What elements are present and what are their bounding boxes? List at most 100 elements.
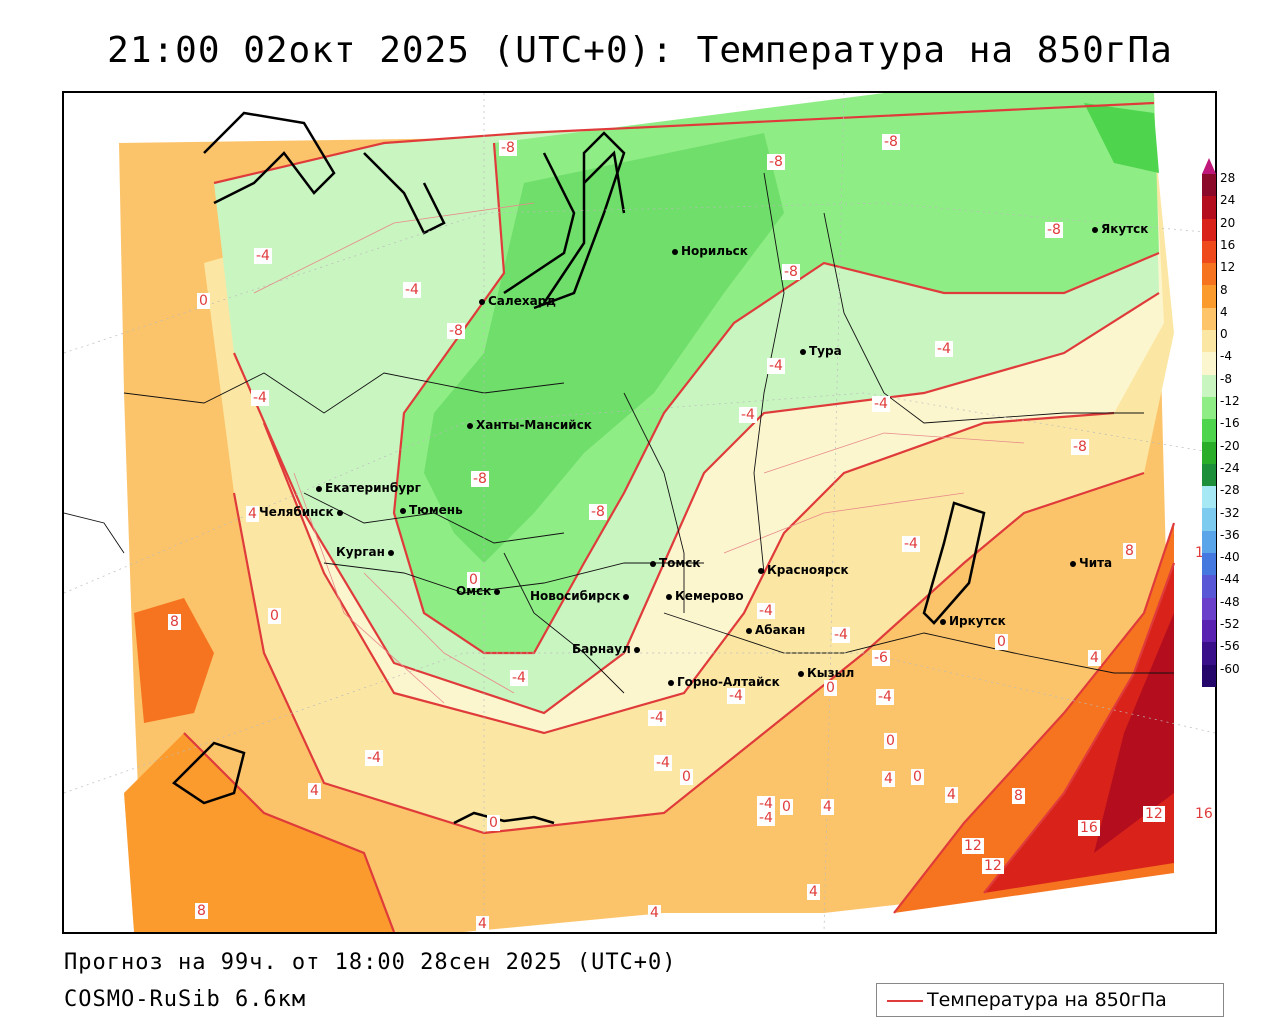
contour-label: 0 bbox=[680, 769, 693, 785]
contour-label: -8 bbox=[471, 471, 489, 487]
contour-label: -8 bbox=[499, 140, 517, 156]
colorbar-cell bbox=[1202, 285, 1216, 308]
contour-label: 0 bbox=[911, 769, 924, 785]
contour-label: 0 bbox=[995, 634, 1008, 650]
city-omsk: Омск bbox=[456, 584, 503, 598]
contour-label: 0 bbox=[884, 733, 897, 749]
city-barnaul: Барнаул bbox=[572, 642, 643, 656]
colorbar-top-arrow bbox=[1202, 158, 1216, 174]
colorbar-cell bbox=[1202, 174, 1216, 197]
colorbar-tick: 20 bbox=[1220, 215, 1236, 230]
contour-label: 8 bbox=[1012, 788, 1025, 804]
colorbar-cell bbox=[1202, 463, 1216, 487]
contour-label: 4 bbox=[648, 905, 661, 921]
colorbar-tick: 16 bbox=[1220, 237, 1236, 252]
colorbar-cell bbox=[1202, 597, 1216, 620]
contour-label: -6 bbox=[872, 650, 890, 666]
contour-label: -4 bbox=[832, 627, 850, 643]
contour-label: 4 bbox=[807, 884, 820, 900]
contour-label: -4 bbox=[935, 341, 953, 357]
contour-label: 8 bbox=[195, 903, 208, 919]
city-krasnoyarsk: Красноярск bbox=[758, 563, 849, 577]
colorbar-tick: 12 bbox=[1220, 260, 1236, 275]
colorbar-cell bbox=[1202, 307, 1216, 331]
colorbar-cell bbox=[1202, 396, 1216, 420]
city-kemerovo: Кемерово bbox=[666, 589, 744, 603]
contour-label: -4 bbox=[739, 407, 757, 423]
colorbar-tick: -56 bbox=[1220, 639, 1240, 654]
legend-label: Температура на 850гПа bbox=[927, 989, 1167, 1011]
thin-contours bbox=[253, 202, 1025, 704]
contour-label: -4 bbox=[757, 810, 775, 826]
colorbar-cell bbox=[1202, 218, 1216, 241]
contour-label: -4 bbox=[902, 536, 920, 552]
contour-label: -8 bbox=[1045, 222, 1063, 238]
city-chelyabinsk: Челябинск bbox=[259, 505, 346, 519]
city-yakutsk: Якутск bbox=[1092, 222, 1148, 236]
colorbar-tick: -40 bbox=[1220, 550, 1240, 565]
contour-label: -4 bbox=[654, 755, 672, 771]
colorbar-cell bbox=[1202, 553, 1216, 576]
colorbar-tick: -4 bbox=[1220, 349, 1232, 364]
contour-label: -4 bbox=[365, 750, 383, 766]
colorbar-tick: -32 bbox=[1220, 505, 1240, 520]
colorbar-tick: 8 bbox=[1220, 282, 1228, 297]
contour-label: 12 bbox=[1143, 806, 1165, 822]
contour-label: -4 bbox=[251, 390, 269, 406]
contour-label: -4 bbox=[648, 710, 666, 726]
contour-label: -4 bbox=[510, 670, 528, 686]
colorbar-cell bbox=[1202, 196, 1216, 219]
colorbar-cell bbox=[1202, 486, 1216, 509]
colorbar-cell bbox=[1202, 441, 1216, 464]
contour-label: 12 bbox=[982, 858, 1004, 874]
contour-label: 0 bbox=[197, 293, 210, 309]
city-norilsk: Норильск bbox=[672, 244, 748, 258]
colorbar-tick: 28 bbox=[1220, 171, 1236, 185]
colorbar-cell bbox=[1202, 374, 1216, 397]
colorbar-tick: 4 bbox=[1220, 304, 1228, 319]
city-tomsk: Томск bbox=[650, 556, 701, 570]
colorbar-cell bbox=[1202, 575, 1216, 598]
contour-label: 0 bbox=[824, 680, 837, 696]
warm-outer bbox=[124, 733, 394, 932]
city-kurgan: Курган bbox=[336, 545, 397, 559]
colorbar-tick: -44 bbox=[1220, 572, 1240, 587]
contour-label: -4 bbox=[727, 688, 745, 704]
city-chita: Чита bbox=[1070, 556, 1112, 570]
contour-label: 4 bbox=[246, 506, 259, 522]
legend: Температура на 850гПа bbox=[876, 983, 1224, 1017]
city-novosibirsk: Новосибирск bbox=[530, 589, 632, 603]
contour-label: 0 bbox=[780, 799, 793, 815]
colorbar-tick: -8 bbox=[1220, 371, 1232, 386]
contour-label: -4 bbox=[757, 603, 775, 619]
contour-label: 4 bbox=[882, 771, 895, 787]
colorbar-tick: -24 bbox=[1220, 460, 1240, 475]
colorbar-cell bbox=[1202, 664, 1216, 687]
forecast-info: Прогноз на 99ч. от 18:00 28сен 2025 (UTC… bbox=[64, 950, 677, 975]
colorbar-tick: -36 bbox=[1220, 527, 1240, 542]
city-tura: Тура bbox=[800, 344, 842, 358]
colorbar-cell bbox=[1202, 263, 1216, 286]
contour-label: 4 bbox=[476, 916, 489, 932]
contour-label: 8 bbox=[168, 614, 181, 630]
colorbar-tick: 24 bbox=[1220, 193, 1236, 208]
contour-lines bbox=[183, 101, 1176, 932]
contour-label: 8 bbox=[1123, 543, 1136, 559]
city-kyzyl: Кызыл bbox=[798, 666, 854, 680]
colorbar bbox=[1202, 174, 1216, 687]
coastlines bbox=[172, 111, 986, 825]
city-gorno-altaysk: Горно-Алтайск bbox=[668, 675, 780, 689]
contour-label: 0 bbox=[467, 572, 480, 588]
cold-spot-ne bbox=[1084, 103, 1159, 173]
graticule bbox=[64, 93, 1215, 932]
model-info: COSMO-RuSib 6.6км bbox=[64, 987, 307, 1012]
legend-line bbox=[887, 1000, 923, 1002]
colorbar-cell bbox=[1202, 508, 1216, 531]
colorbar-tick: -52 bbox=[1220, 617, 1240, 631]
colorbar-tick: -12 bbox=[1220, 394, 1240, 408]
contour-label: 0 bbox=[268, 608, 281, 624]
colorbar-cell bbox=[1202, 530, 1216, 554]
city-khanty-mansiysk: Ханты-Мансийск bbox=[467, 418, 592, 432]
contour-label: -8 bbox=[589, 504, 607, 520]
colorbar-cell bbox=[1202, 419, 1216, 442]
